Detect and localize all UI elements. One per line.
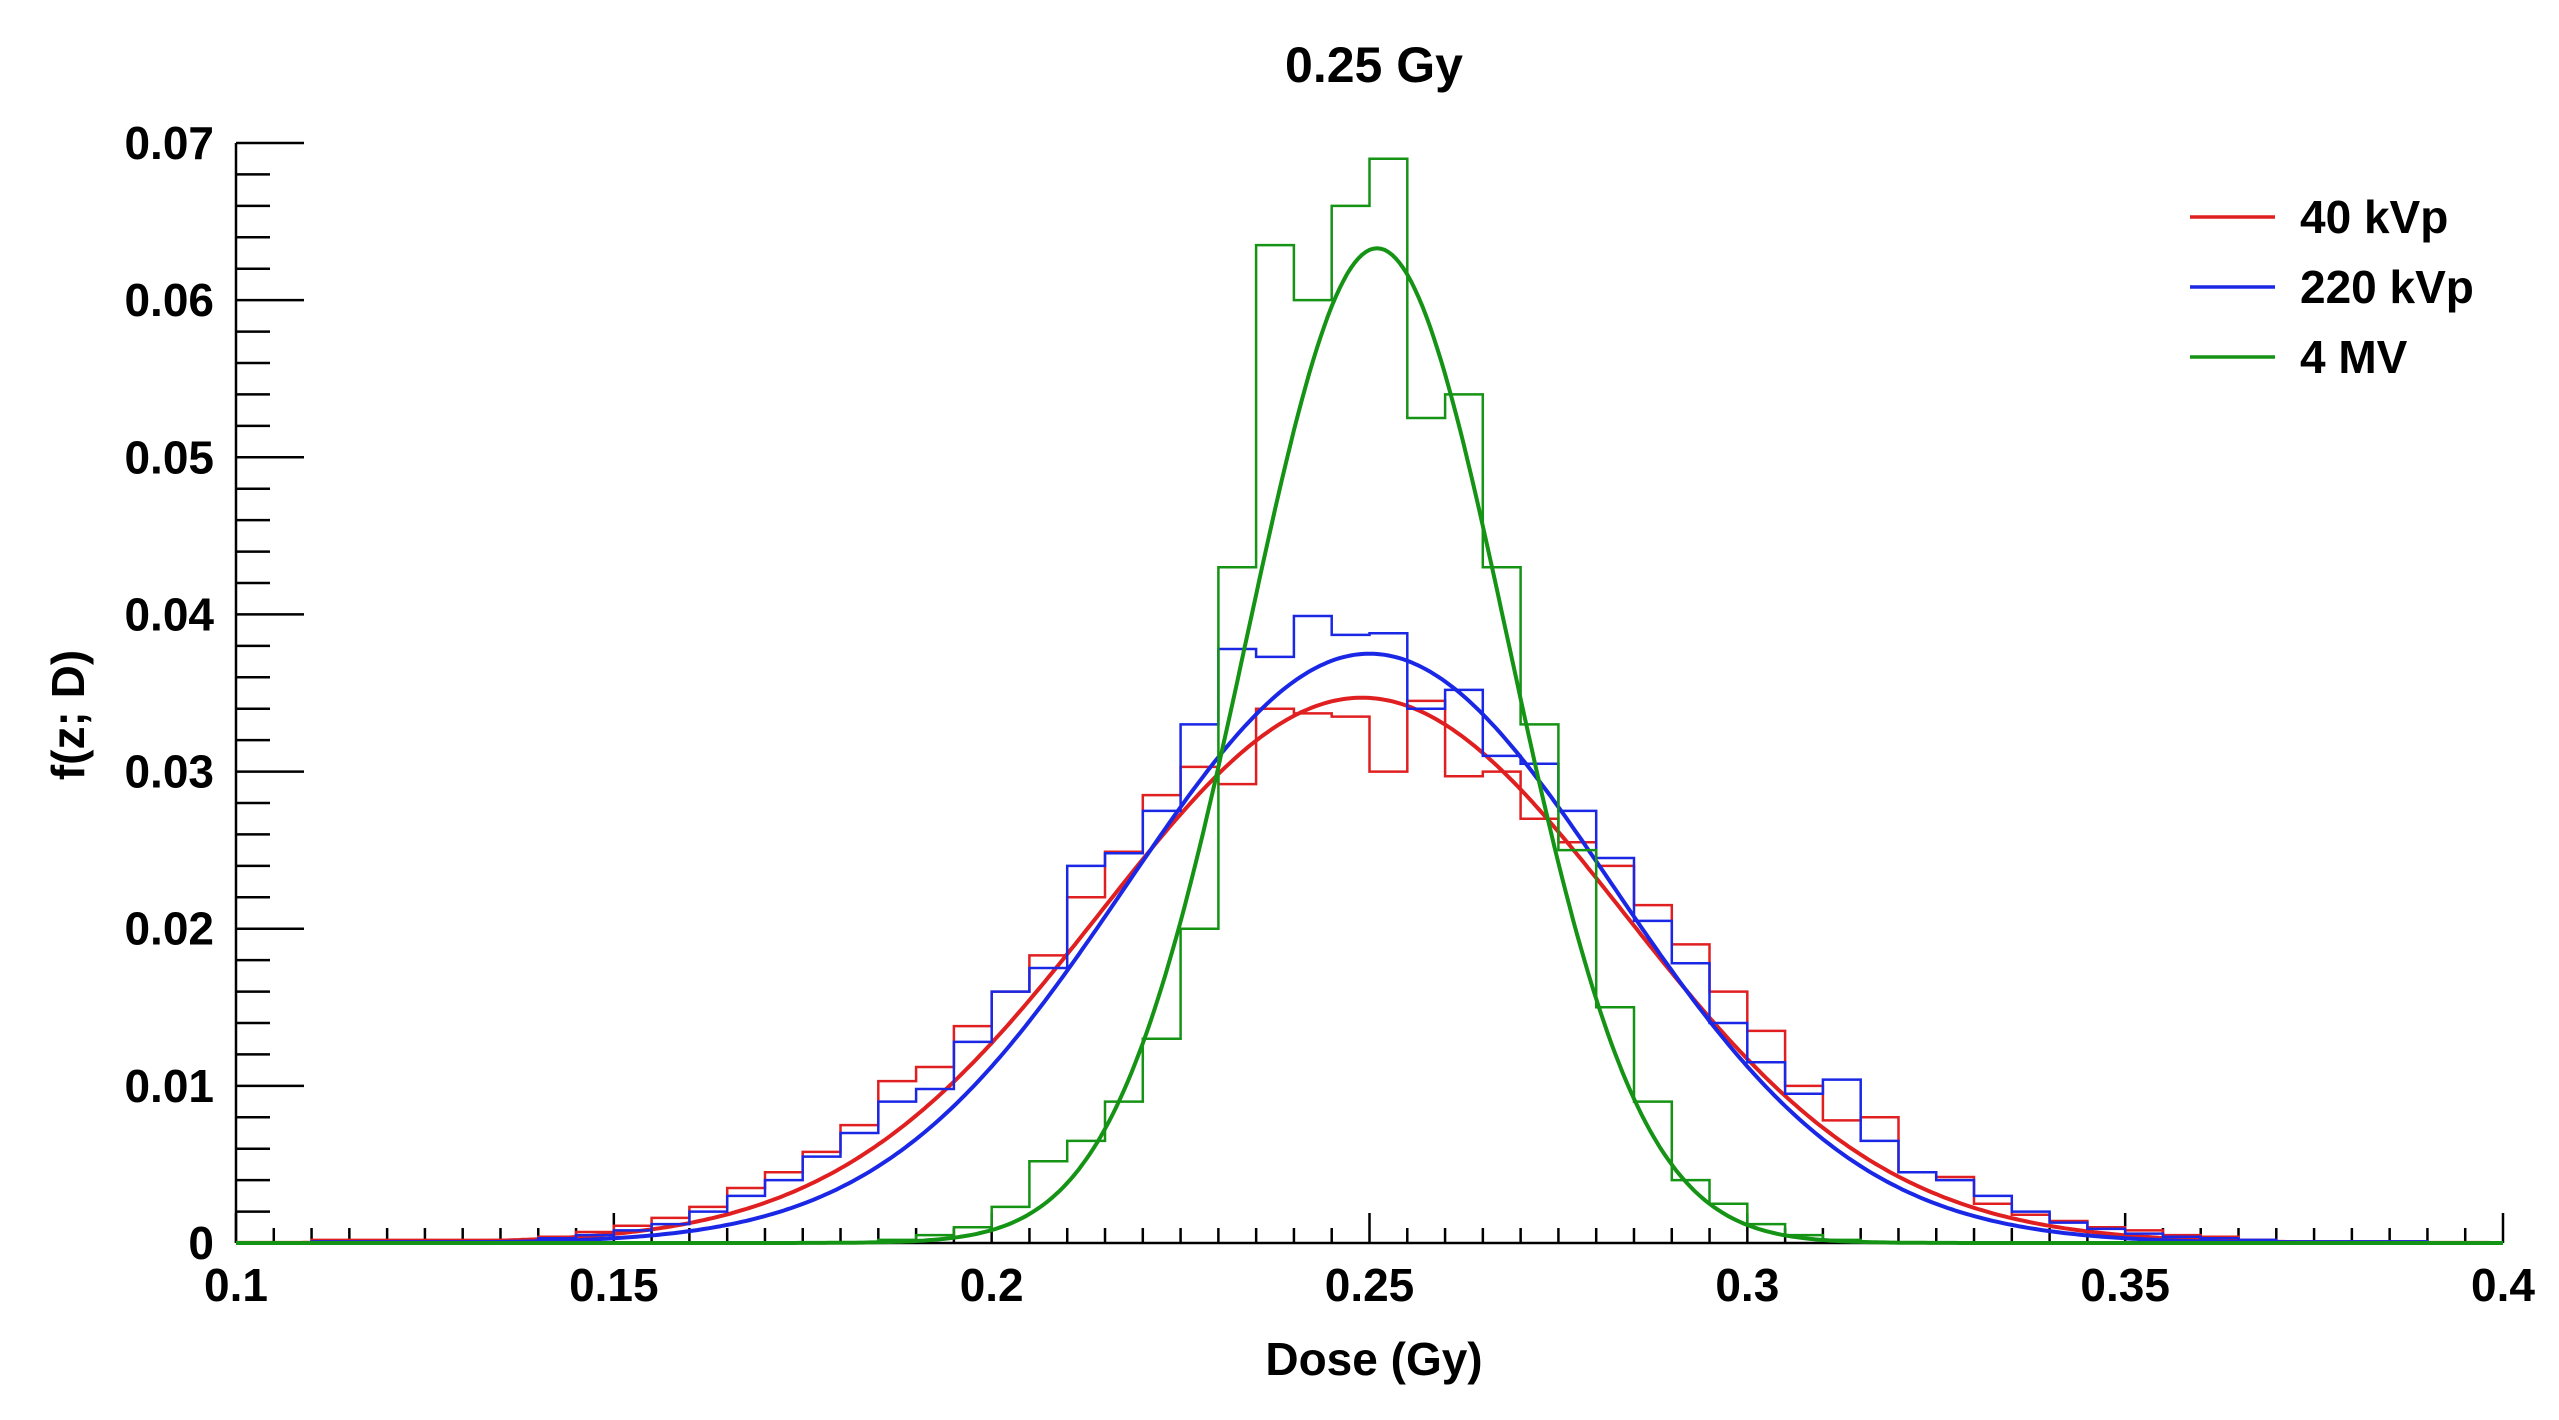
x-axis-title: Dose (Gy) <box>1265 1333 1482 1385</box>
x-tick-label: 0.35 <box>2080 1259 2170 1311</box>
x-tick-label: 0.2 <box>960 1259 1024 1311</box>
y-tick-label: 0.02 <box>124 903 214 955</box>
fit-curve-220-kvp <box>236 651 2503 1245</box>
chart-title: 0.25 Gy <box>1285 37 1463 93</box>
legend-label-4-mv: 4 MV <box>2300 331 2408 383</box>
histogram-4-mv <box>877 157 1862 1243</box>
legend-label-40-kvp: 40 kVp <box>2300 191 2448 243</box>
y-tick-label: 0.07 <box>124 117 214 169</box>
y-axis-title: f(z; D) <box>42 650 94 780</box>
legend-label-220-kvp: 220 kVp <box>2300 261 2474 313</box>
x-tick-label: 0.15 <box>569 1259 659 1311</box>
y-tick-label: 0.06 <box>124 274 214 326</box>
fit-curve-4-mv <box>236 246 2503 1245</box>
legend: 40 kVp 220 kVp 4 MV <box>2190 191 2474 383</box>
y-tick-label: 0.05 <box>124 431 214 483</box>
y-tick-label: 0.04 <box>124 588 214 640</box>
y-tick-label: 0.01 <box>124 1060 214 1112</box>
fit-curve-40-kvp <box>236 695 2503 1245</box>
y-tick-label: 0 <box>188 1217 214 1269</box>
x-tick-label: 0.4 <box>2471 1259 2535 1311</box>
plot-area: 0.1 0.15 0.2 0.25 0.3 0.35 0.4 0 0.01 0.02 0.03 0.0… <box>124 117 2535 1311</box>
histogram-40-kvp <box>310 699 2429 1243</box>
histogram-220-kvp <box>310 614 2429 1243</box>
x-tick-label: 0.3 <box>1715 1259 1779 1311</box>
x-tick-label: 0.25 <box>1325 1259 1415 1311</box>
x-tick-label: 0.1 <box>204 1259 268 1311</box>
y-tick-label: 0.03 <box>124 746 214 798</box>
